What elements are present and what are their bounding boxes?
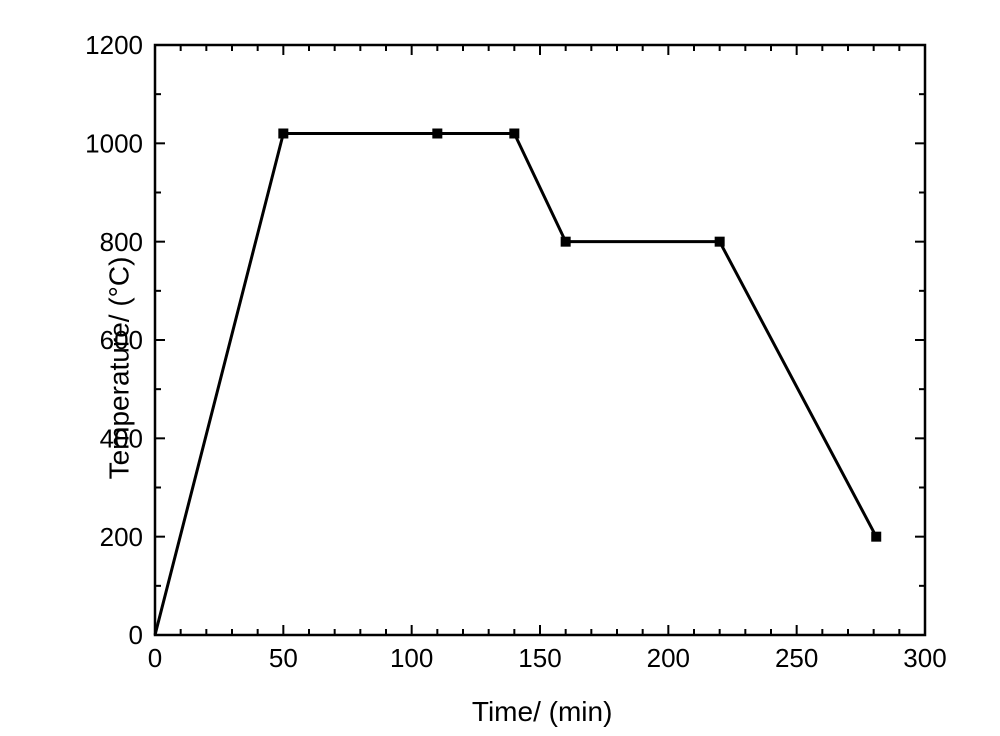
- y-tick-label: 1000: [85, 128, 143, 158]
- y-axis-label-text: Temperature/ (°C): [103, 257, 134, 480]
- series-marker: [510, 129, 519, 138]
- x-tick-label: 100: [390, 643, 433, 673]
- series-marker: [279, 129, 288, 138]
- temperature-time-chart: 050100150200250300020040060080010001200 …: [0, 0, 1000, 736]
- x-axis-label: Time/ (min): [472, 696, 613, 728]
- x-axis-label-text: Time/ (min): [472, 696, 613, 727]
- y-tick-label: 0: [129, 620, 143, 650]
- series-marker: [561, 237, 570, 246]
- y-tick-label: 1200: [85, 30, 143, 60]
- x-tick-label: 150: [518, 643, 561, 673]
- series-marker: [715, 237, 724, 246]
- x-tick-label: 50: [269, 643, 298, 673]
- series-marker: [433, 129, 442, 138]
- x-tick-label: 300: [903, 643, 946, 673]
- x-tick-label: 200: [647, 643, 690, 673]
- x-tick-label: 250: [775, 643, 818, 673]
- y-tick-label: 800: [100, 227, 143, 257]
- chart-svg: 050100150200250300020040060080010001200: [0, 0, 1000, 736]
- series-marker: [872, 532, 881, 541]
- y-axis-label: Temperature/ (°C): [103, 257, 135, 480]
- x-tick-label: 0: [148, 643, 162, 673]
- y-tick-label: 200: [100, 522, 143, 552]
